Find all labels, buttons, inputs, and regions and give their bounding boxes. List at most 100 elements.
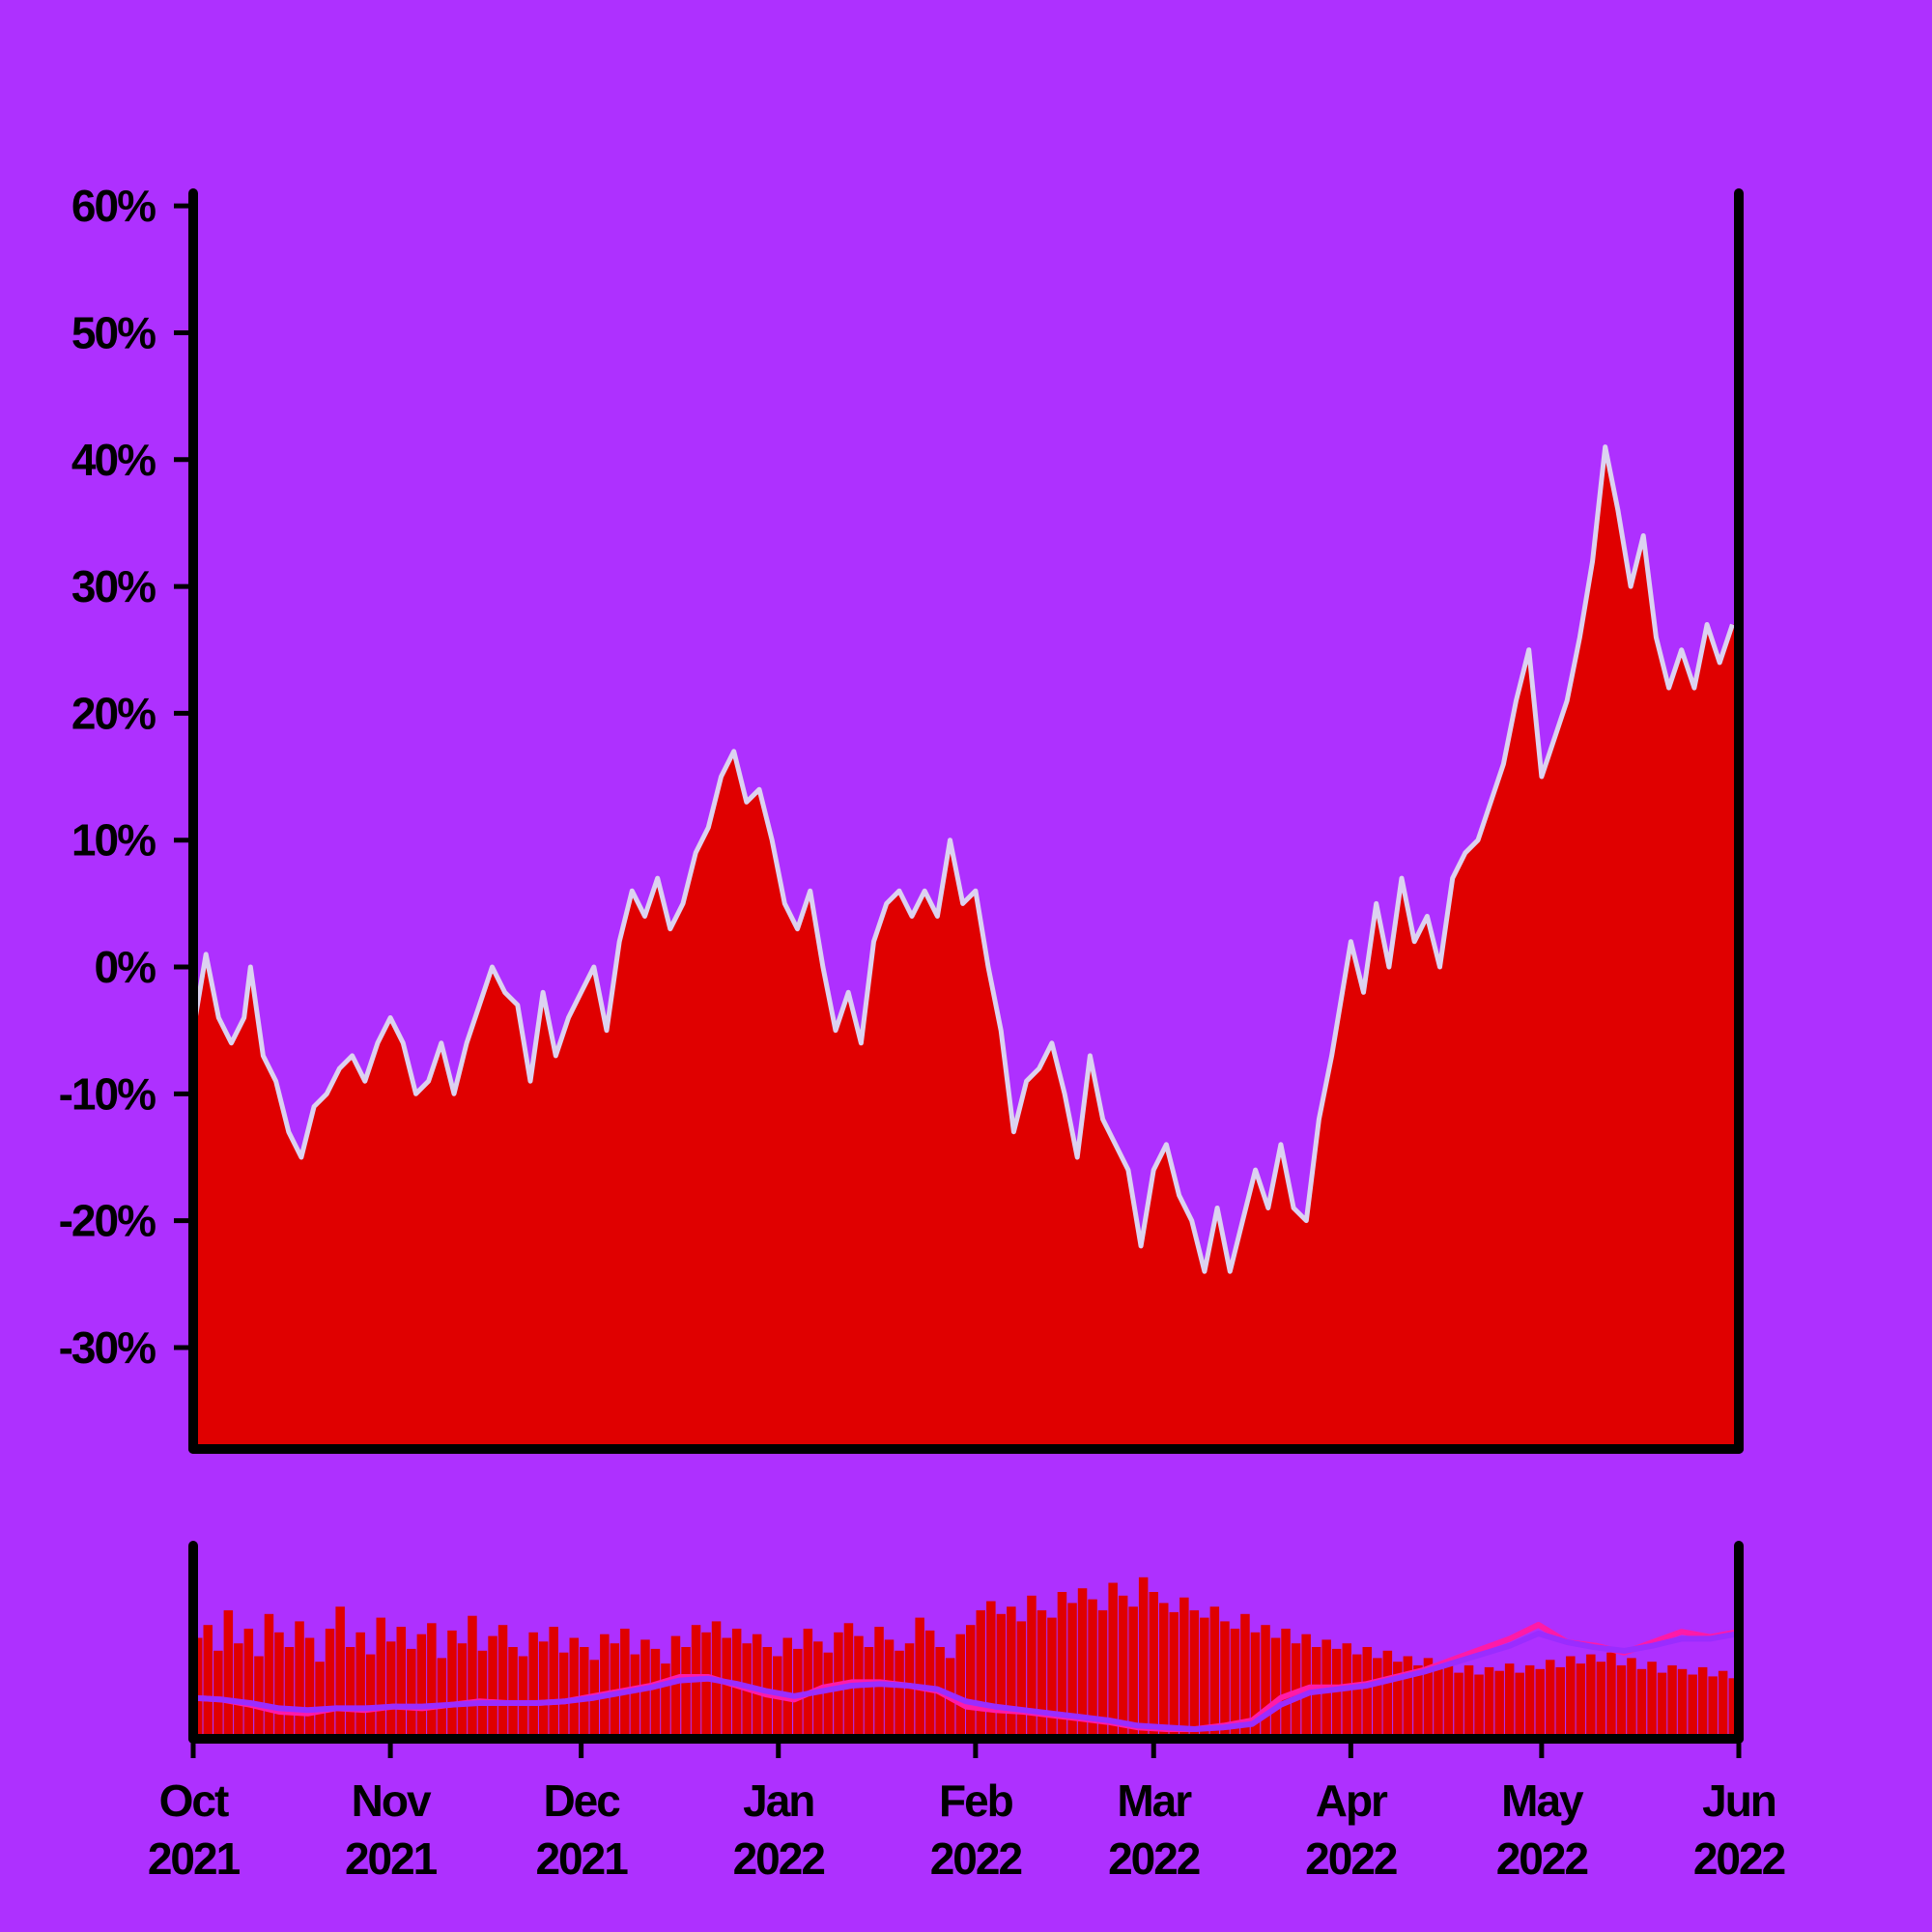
volume-bar (580, 1647, 589, 1739)
volume-bar (986, 1601, 996, 1739)
volume-bar (1179, 1597, 1189, 1739)
volume-bar (1688, 1674, 1697, 1739)
volume-bar (1159, 1603, 1169, 1739)
volume-bar (1474, 1674, 1484, 1739)
volume-bar (1535, 1668, 1545, 1739)
volume-bar (1555, 1666, 1565, 1739)
volume-bar (1423, 1658, 1434, 1739)
y-tick-label: 20% (71, 688, 156, 738)
x-tick-year-label: 2022 (733, 1833, 825, 1884)
x-tick-month-label: Apr (1316, 1776, 1388, 1826)
volume-bar (1169, 1611, 1179, 1739)
volume-bar (274, 1632, 284, 1739)
volume-bar (1524, 1665, 1535, 1739)
volume-bar (223, 1610, 234, 1739)
x-tick-year-label: 2022 (1496, 1833, 1588, 1884)
volume-bar (558, 1652, 569, 1739)
volume-bar (1677, 1668, 1688, 1739)
volume-bar (497, 1625, 508, 1739)
volume-bar (1586, 1654, 1596, 1739)
volume-bar (488, 1635, 497, 1739)
volume-bar (661, 1663, 670, 1739)
volume-bar (508, 1647, 518, 1739)
main-price-panel (188, 188, 1744, 1454)
volume-bar (376, 1617, 385, 1739)
volume-bar (203, 1625, 213, 1739)
volume-bar (630, 1654, 640, 1739)
y-tick-label: 40% (71, 435, 156, 485)
volume-bar (284, 1647, 295, 1739)
volume-bar (681, 1647, 691, 1739)
volume-bar (1657, 1672, 1667, 1739)
volume-bar (1596, 1662, 1606, 1739)
volume-bar (884, 1639, 895, 1739)
volume-bar (1566, 1656, 1576, 1739)
volume-bar (966, 1625, 976, 1739)
volume-bar (407, 1648, 416, 1739)
x-tick-month-label: Mar (1117, 1776, 1192, 1826)
volume-bar (1434, 1668, 1443, 1739)
moving-average-slow-line (192, 1631, 1740, 1732)
volume-bar (365, 1654, 376, 1739)
x-tick-year-label: 2022 (1693, 1833, 1785, 1884)
volume-bar (1261, 1625, 1270, 1739)
volume-bar (457, 1643, 468, 1739)
volume-bar (335, 1606, 345, 1739)
volume-bar (345, 1647, 355, 1739)
volume-bar (1515, 1672, 1524, 1739)
volume-bar (620, 1629, 630, 1739)
y-tick-label: 30% (71, 561, 156, 611)
volume-bar (1097, 1610, 1108, 1739)
volume-bar (1007, 1606, 1016, 1739)
volume-bar (915, 1617, 924, 1739)
volume-bar (1189, 1610, 1200, 1739)
volume-bar (1546, 1660, 1555, 1739)
volume-bar (1149, 1592, 1158, 1739)
volume-bar (1342, 1643, 1351, 1739)
volume-bar (1220, 1621, 1230, 1739)
volume-bar (1057, 1592, 1067, 1739)
volume-bar (1281, 1629, 1291, 1739)
volume-bar (355, 1632, 365, 1739)
volume-bar (295, 1621, 304, 1739)
volume-bar (325, 1629, 335, 1739)
volume-bar (670, 1635, 681, 1739)
volume-bar (955, 1634, 965, 1739)
volume-bar (1708, 1676, 1718, 1739)
volume-bar (1077, 1588, 1088, 1739)
volume-bar (1382, 1650, 1393, 1739)
volume-bar (213, 1650, 223, 1739)
volume-bar (1047, 1617, 1057, 1739)
volume-bar (864, 1647, 874, 1739)
volume-bar (1616, 1665, 1627, 1739)
x-axis: Oct 2021 Nov 2021 Dec 2021 Jan 2022 Feb 2022 Mar 20… (148, 1739, 1787, 1884)
volume-bar (1393, 1662, 1403, 1739)
volume-bar (528, 1632, 538, 1739)
volume-bar (976, 1610, 985, 1739)
volume-bar (1413, 1665, 1423, 1739)
x-tick-year-label: 2021 (535, 1833, 628, 1884)
volume-bar (1627, 1658, 1636, 1739)
volume-bar (396, 1627, 406, 1739)
volume-bar (1697, 1666, 1708, 1739)
volume-bar (1331, 1648, 1342, 1739)
y-tick-label: 50% (71, 307, 156, 357)
volume-bar (234, 1643, 243, 1739)
volume-bar (1250, 1632, 1261, 1739)
volume-bar (538, 1641, 549, 1739)
volume-bar (1108, 1582, 1118, 1739)
volume-bar (1209, 1606, 1220, 1739)
x-tick-month-label: Jan (743, 1776, 813, 1826)
volume-bar (1352, 1654, 1362, 1739)
volume-bar (1504, 1663, 1515, 1739)
volume-bar (243, 1629, 254, 1739)
volume-panel (188, 1541, 1744, 1744)
volume-bar (1067, 1603, 1077, 1739)
volume-bar (1636, 1668, 1647, 1739)
volume-bar (304, 1637, 315, 1739)
volume-bar (1443, 1662, 1454, 1739)
volume-bar (1647, 1662, 1657, 1739)
volume-bar (996, 1613, 1007, 1739)
x-tick-year-label: 2021 (345, 1833, 438, 1884)
volume-bar (569, 1637, 579, 1739)
